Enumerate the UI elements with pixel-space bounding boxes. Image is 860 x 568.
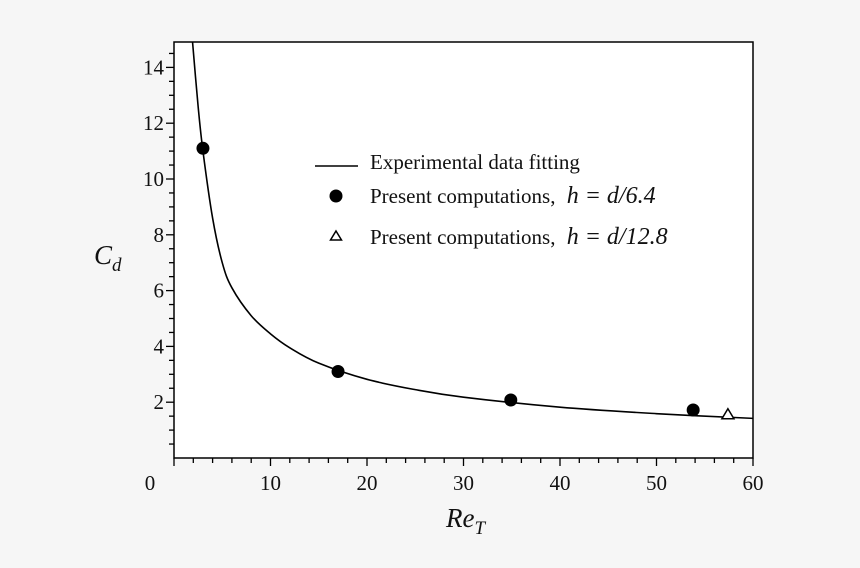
legend: Experimental data fitting Present comput… bbox=[315, 150, 668, 250]
y-tick-label: 14 bbox=[143, 55, 165, 79]
y-tick-label: 10 bbox=[143, 167, 164, 191]
x-tick-label: 10 bbox=[260, 471, 281, 495]
data-point-h64 bbox=[331, 365, 345, 379]
data-point-h128 bbox=[720, 407, 736, 420]
y-tick-label: 6 bbox=[154, 279, 165, 303]
x-tick-label: 0 bbox=[145, 471, 156, 495]
y-tick-label: 8 bbox=[154, 223, 165, 247]
y-tick-label: 4 bbox=[154, 334, 165, 358]
legend-triangle-icon bbox=[329, 229, 343, 241]
legend-label-h64: Present computations, h = d/6.4 bbox=[370, 183, 656, 209]
x-tick-label: 60 bbox=[743, 471, 764, 495]
y-axis-label: Cd bbox=[94, 240, 122, 276]
x-tick-label: 40 bbox=[550, 471, 571, 495]
data-point-h64 bbox=[196, 141, 210, 155]
x-axis-label: ReT bbox=[445, 503, 486, 539]
x-tick-label: 30 bbox=[453, 471, 474, 495]
plot-area bbox=[173, 41, 754, 459]
x-tick-label: 20 bbox=[357, 471, 378, 495]
y-tick-label: 2 bbox=[154, 390, 165, 414]
data-point-h64 bbox=[686, 403, 700, 417]
x-tick-label: 50 bbox=[646, 471, 667, 495]
legend-label-h128: Present computations, h = d/12.8 bbox=[370, 224, 668, 250]
y-tick-label: 12 bbox=[143, 111, 164, 135]
legend-filled-circle-icon bbox=[329, 189, 343, 203]
series-line-experimental-fit bbox=[191, 42, 753, 420]
legend-label-fit: Experimental data fitting bbox=[370, 150, 580, 174]
data-point-h64 bbox=[504, 393, 518, 407]
